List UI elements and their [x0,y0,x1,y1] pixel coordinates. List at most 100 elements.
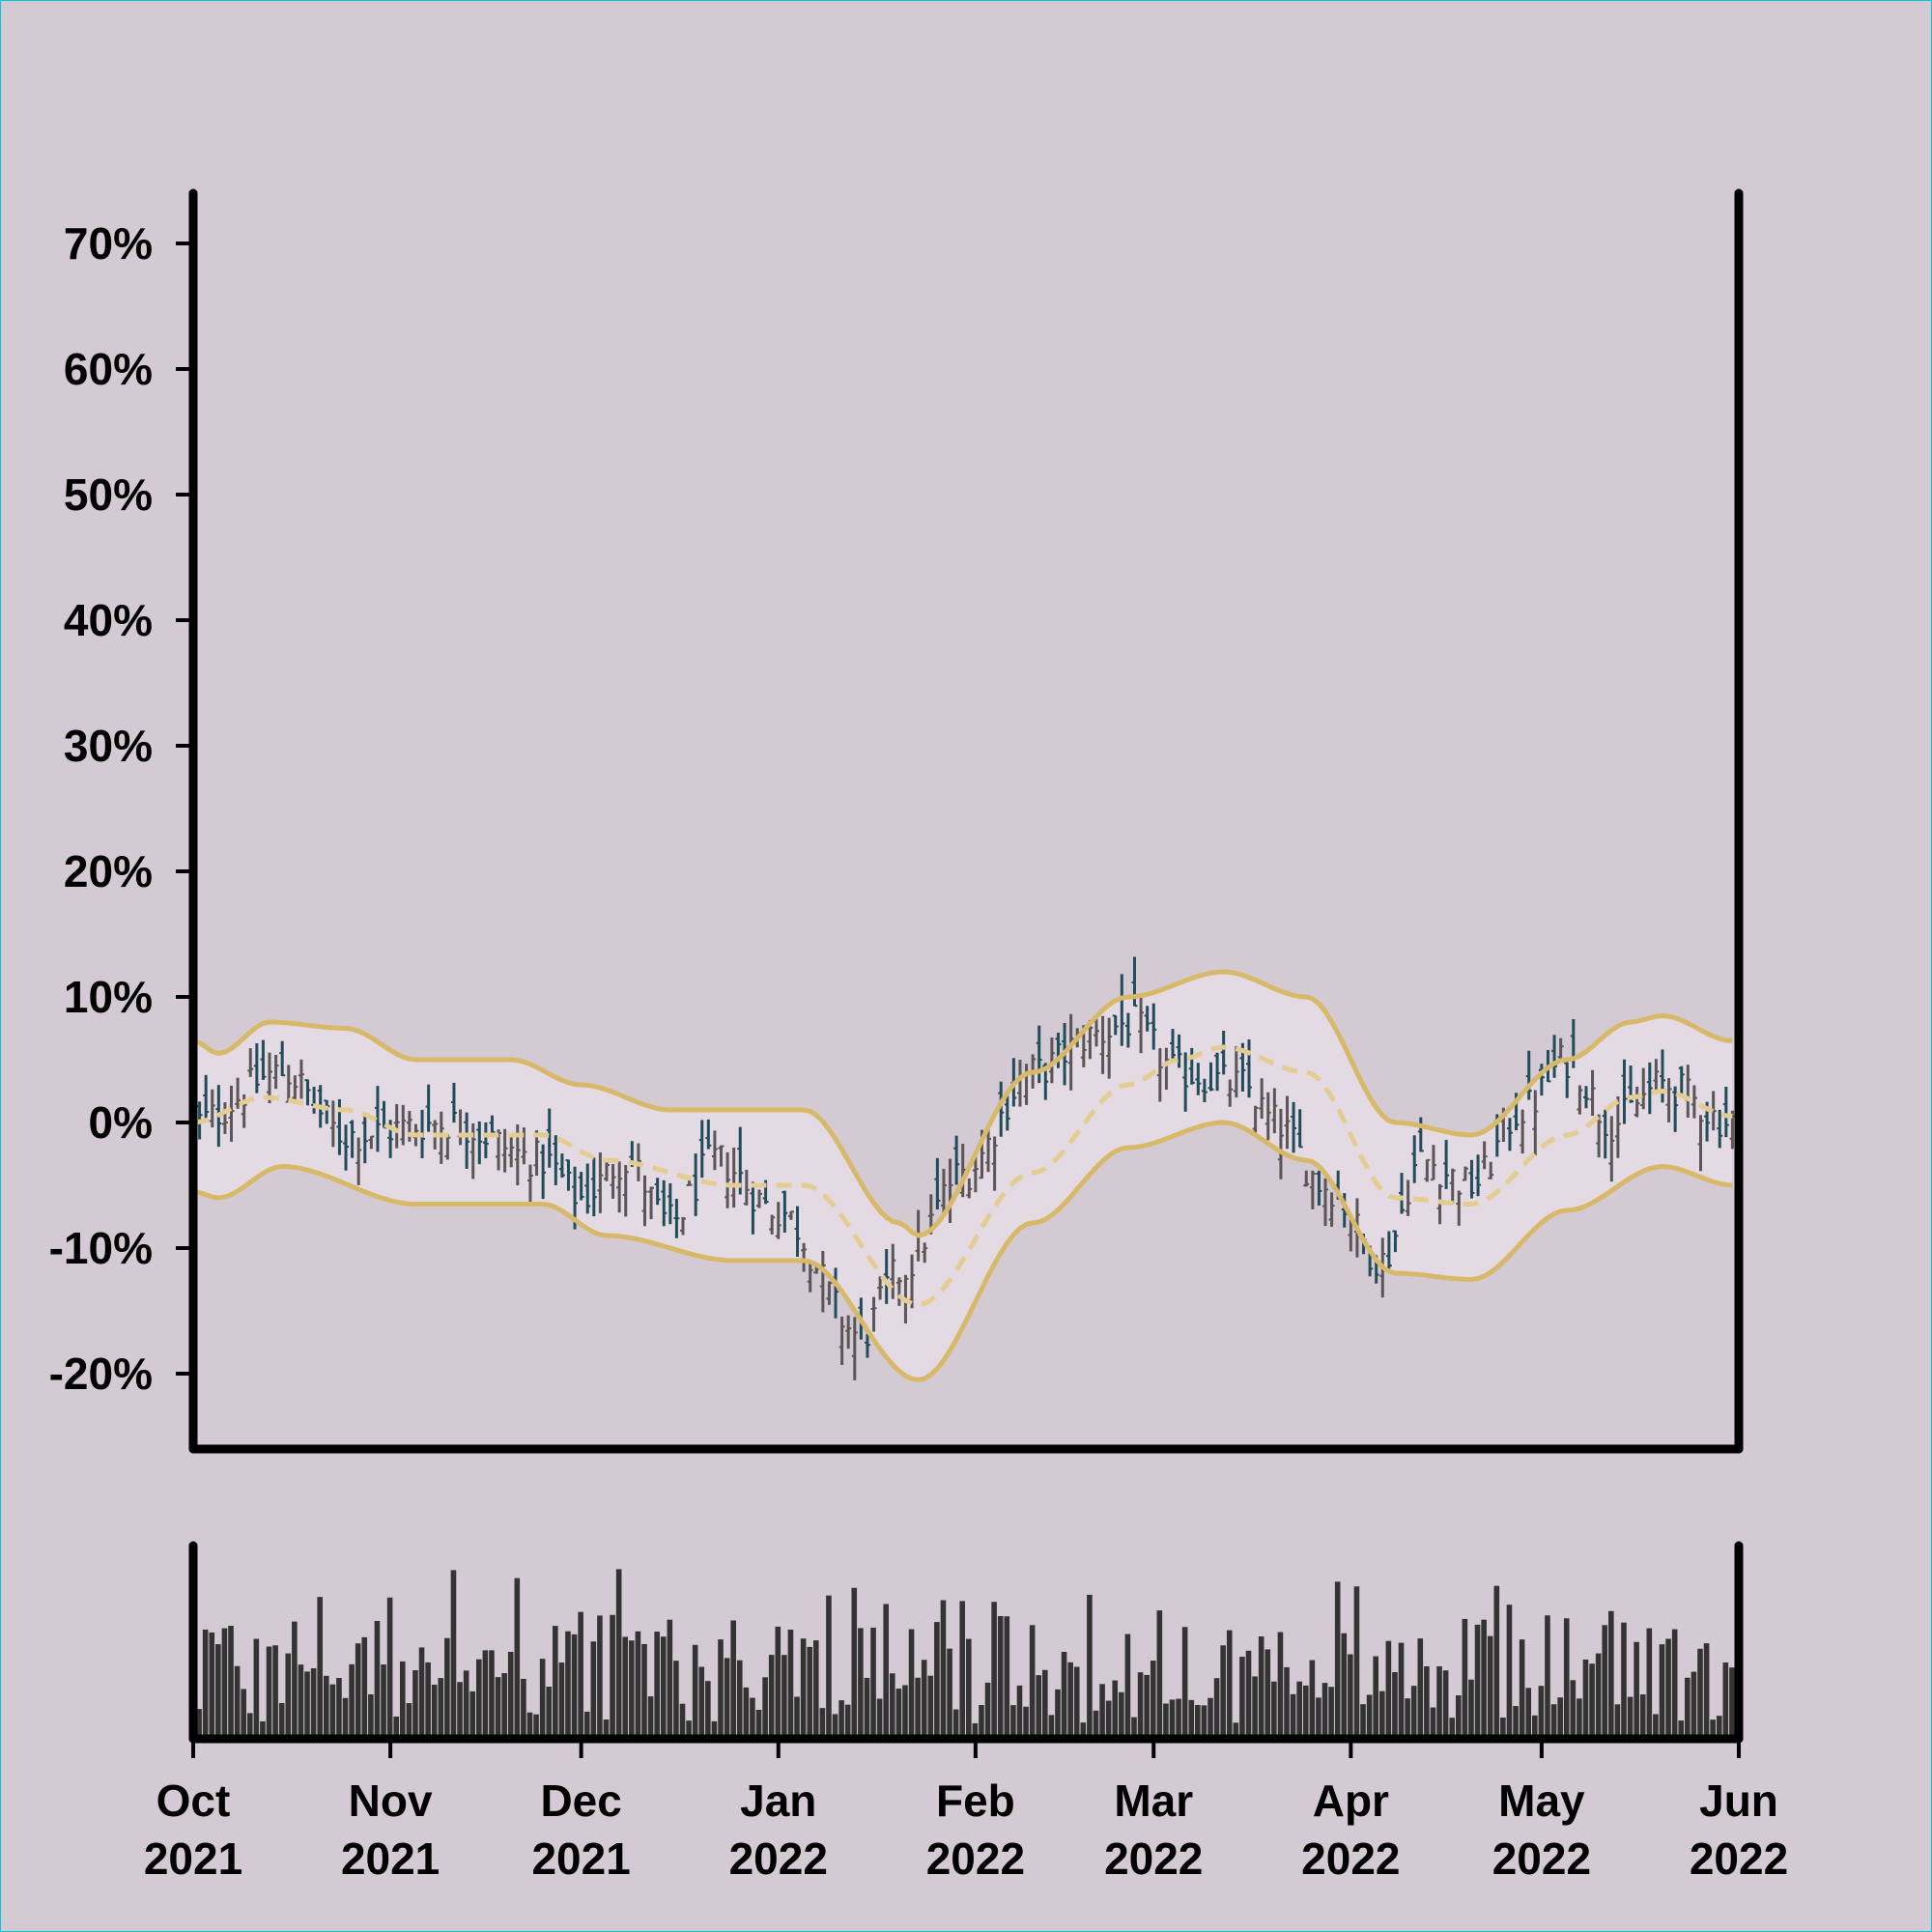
volume-bar [553,1626,558,1739]
ohlc-bar [851,1317,858,1380]
volume-bar [1449,1718,1456,1739]
volume-bar [1570,1680,1577,1739]
ohlc-bar [1188,1047,1195,1085]
volume-bar [775,1626,781,1739]
volume-bar [1226,1630,1233,1739]
volume-bar [1392,1671,1398,1739]
ohlc-bar [1303,1170,1310,1187]
volume-bar [1004,1616,1010,1739]
volume-bar [1099,1684,1105,1739]
volume-bar [1697,1648,1703,1739]
ohlc-bar [775,1202,781,1239]
volume-bar [755,1709,762,1739]
ohlc-bar [711,1130,718,1171]
upper-band-line [192,969,1733,1238]
volume-bar [1061,1651,1067,1739]
ohlc-bar [1093,1018,1099,1047]
volume-bar [501,1673,507,1739]
volume-bar [381,1664,386,1739]
volume-bar [895,1689,902,1739]
ohlc-bar [1328,1192,1335,1227]
volume-bar [1036,1675,1042,1739]
volume-bar [1023,1706,1029,1739]
ohlc-bar [1525,1050,1532,1100]
volume-bar [1621,1622,1627,1739]
volume-bar [241,1689,246,1739]
ohlc-bar [558,1153,565,1179]
ohlc-bar [1067,1013,1074,1091]
ohlc-bar [743,1169,750,1206]
volume-bar [1378,1690,1385,1739]
y-tick-label: 70% [64,218,153,269]
volume-bar [1080,1722,1087,1739]
x-tick-label-month: Nov [349,1776,433,1826]
volume-bar [692,1644,698,1739]
ohlc-bar [940,1168,947,1213]
volume-bar [489,1650,495,1739]
volume-bar [1137,1672,1144,1739]
ohlc-bar [769,1214,776,1235]
volume-bar [686,1720,692,1739]
ohlc-bar [590,1157,597,1217]
volume-bar [228,1626,234,1739]
ohlc-bar [1099,1015,1106,1074]
ohlc-bar [361,1116,368,1164]
ohlc-bar [1233,1045,1239,1098]
volume-bar [349,1663,355,1739]
ohlc-bar [368,1135,375,1150]
ohlc-bar [1462,1166,1468,1181]
volume-bar [603,1719,610,1739]
volume-bar [304,1671,310,1739]
ohlc-bar [1659,1049,1665,1103]
volume-bar [412,1670,418,1739]
volume-bar [323,1675,329,1739]
volume-bar [1348,1654,1353,1739]
volume-bar [1532,1715,1538,1739]
volume-bar [660,1636,667,1739]
ohlc-bar [616,1161,623,1213]
ohlc-bar [718,1145,724,1167]
volume-bar [590,1641,597,1739]
ohlc-bar [1214,1052,1221,1092]
volume-bar [1213,1678,1220,1739]
volume-bar [1710,1719,1716,1739]
ohlc-bar [1156,1048,1163,1102]
volume-bar [476,1659,482,1739]
volume-bar [1188,1699,1195,1739]
volume-bar [1468,1679,1474,1739]
volume-bar [705,1681,711,1739]
ohlc-bar [1252,1105,1259,1133]
volume-bar [1258,1636,1264,1739]
volume-bar [921,1660,927,1739]
volume-bar [1245,1650,1252,1739]
ohlc-bar [1456,1190,1463,1226]
volume-bar [425,1662,431,1739]
x-tick-label-month: Jan [740,1776,816,1826]
volume-bar [819,1708,826,1739]
ohlc-bar [508,1135,515,1168]
volume-bar [533,1714,539,1739]
ohlc-bar [267,1052,273,1104]
ohlc-bar [1665,1078,1672,1122]
volume-bar [221,1628,228,1739]
volume-bar [246,1713,253,1739]
ohlc-bar [1690,1085,1697,1119]
y-tick-label: -10% [49,1223,153,1273]
volume-bar [807,1646,812,1739]
volume-bar [1455,1695,1462,1739]
volume-bar [832,1714,838,1739]
ohlc-bar [1405,1179,1411,1216]
ohlc-bar [1646,1062,1653,1115]
ohlc-bar [489,1115,496,1136]
volume-bar [266,1646,272,1739]
volume-bar [768,1655,775,1739]
volume-bar [253,1638,260,1739]
y-tick-label: 20% [64,846,153,896]
volume-bar [1614,1704,1621,1739]
x-tick-label-month: May [1498,1776,1585,1826]
y-tick-label: 60% [64,344,153,394]
ohlc-bar [526,1164,533,1207]
volume-bar [947,1648,952,1739]
volume-bar [1493,1585,1500,1739]
ohlc-bar [1608,1116,1615,1182]
